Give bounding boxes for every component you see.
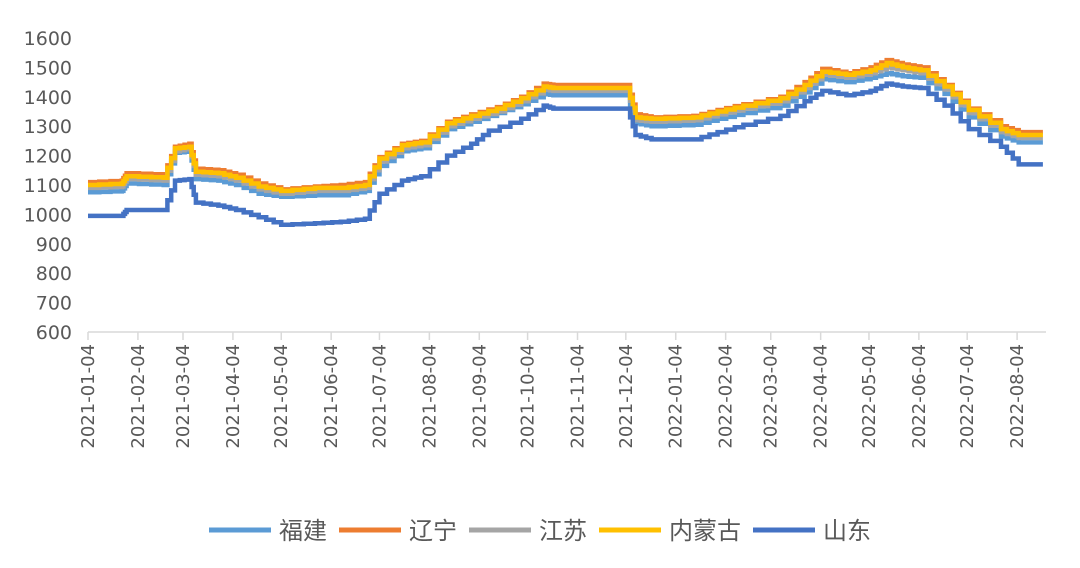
y-axis: 600 700 800 900 1000 1100 1200 1300 1400 1500 1600 (24, 28, 72, 344)
x-tick-label: 2021-04-04 (223, 344, 244, 449)
x-tick-label: 2021-05-04 (271, 344, 292, 449)
y-tick-label: 700 (36, 293, 72, 315)
legend-label: 福建 (279, 517, 327, 545)
legend: 福建 辽宁 江苏 内蒙古 山东 (209, 517, 871, 545)
y-tick-label: 1100 (24, 175, 72, 197)
y-tick-label: 1300 (24, 116, 72, 138)
series-line-5 (88, 81, 1043, 227)
x-tick-label: 2021-08-04 (419, 344, 440, 449)
x-tick-label: 2021-09-04 (469, 344, 490, 449)
x-tick-label: 2021-01-04 (78, 344, 99, 449)
y-tick-label: 800 (36, 263, 72, 285)
x-tick-label: 2022-07-04 (957, 344, 978, 449)
y-tick-label: 900 (36, 234, 72, 256)
x-tick-label: 2021-06-04 (321, 344, 342, 449)
x-tick-label: 2021-03-04 (173, 344, 194, 449)
x-tick-label: 2021-11-04 (568, 344, 589, 449)
x-tick-label: 2022-04-04 (811, 344, 832, 449)
y-tick-label: 1000 (24, 204, 72, 226)
y-tick-label: 1600 (24, 28, 72, 50)
y-tick-label: 1200 (24, 146, 72, 168)
x-tick-label: 2022-06-04 (909, 344, 930, 449)
x-tick-label: 2021-07-04 (369, 344, 390, 449)
x-tick-label: 2022-01-04 (666, 344, 687, 449)
x-axis: 2021-01-04 2021-02-04 2021-03-04 2021-04-04… (78, 331, 1046, 449)
legend-label: 江苏 (539, 517, 587, 545)
x-tick-label: 2021-10-04 (518, 344, 539, 449)
x-tick-label: 2022-08-04 (1007, 344, 1028, 449)
legend-label: 山东 (823, 517, 871, 545)
series-line-2 (88, 57, 1043, 192)
series-layer (88, 57, 1043, 227)
y-tick-label: 1400 (24, 87, 72, 109)
x-tick-label: 2022-02-04 (716, 344, 737, 449)
x-tick-label: 2022-03-04 (761, 344, 782, 449)
legend-label: 辽宁 (409, 517, 457, 545)
x-tick-label: 2021-02-04 (128, 344, 149, 449)
x-tick-label: 2022-05-04 (859, 344, 880, 449)
x-tick-label: 2021-12-04 (616, 344, 637, 449)
y-tick-label: 600 (36, 322, 72, 344)
series-line-4 (88, 60, 1043, 194)
legend-label: 内蒙古 (669, 517, 741, 545)
y-tick-label: 1500 (24, 57, 72, 79)
